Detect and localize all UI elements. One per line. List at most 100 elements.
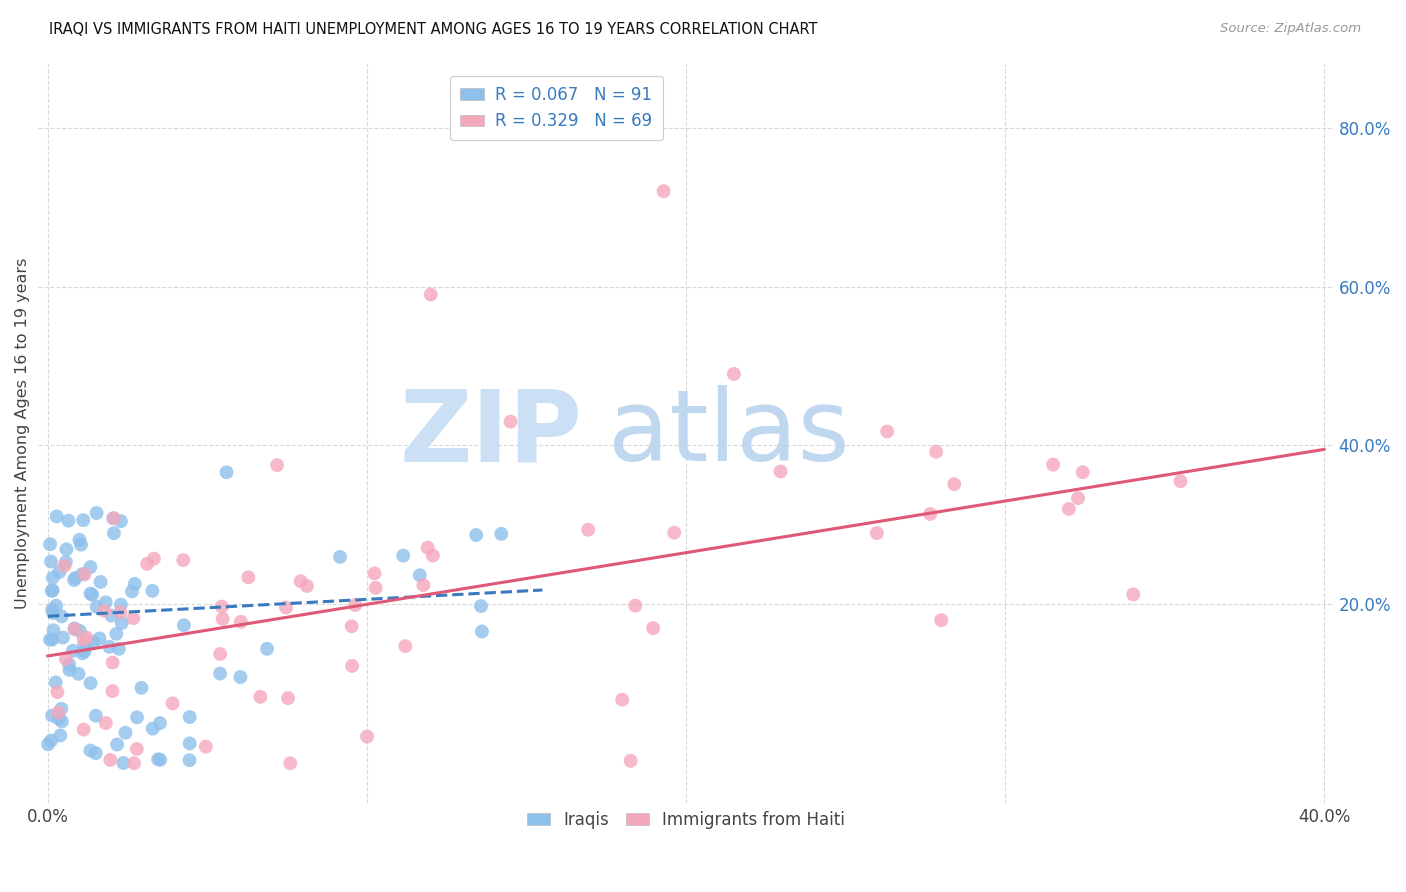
Point [266,458,288,472]
Point [422,549,444,563]
Point [58,514,80,528]
Point [256,641,278,656]
Point [920,507,942,521]
Point [394,639,416,653]
Point [90,574,112,589]
Point [499,415,522,429]
Point [63,622,86,636]
Point [1057,502,1080,516]
Point [122,756,145,771]
Point [94,716,117,731]
Point [93,604,115,618]
Point [470,599,492,613]
Point [58,663,80,677]
Point [84,708,107,723]
Point [329,549,352,564]
Point [652,184,675,198]
Point [72,723,94,737]
Point [65,571,87,585]
Point [356,730,378,744]
Point [103,526,125,541]
Point [723,367,745,381]
Point [41,583,63,598]
Point [172,553,194,567]
Point [48,565,70,579]
Point [111,615,134,630]
Point [229,615,252,629]
Point [238,570,260,584]
Point [344,598,367,612]
Point [73,632,96,647]
Point [179,736,201,750]
Point [82,588,104,602]
Point [249,690,271,704]
Y-axis label: Unemployment Among Ages 16 to 19 years: Unemployment Among Ages 16 to 19 years [15,258,30,609]
Point [215,465,238,479]
Point [105,738,128,752]
Point [110,514,132,528]
Point [925,444,948,458]
Point [55,652,77,666]
Point [45,509,67,524]
Point [37,737,59,751]
Point [94,595,117,609]
Point [173,618,195,632]
Text: atlas: atlas [609,385,849,482]
Point [72,513,94,527]
Point [70,538,93,552]
Point [103,511,125,525]
Legend: Iraqis, Immigrants from Haiti: Iraqis, Immigrants from Haiti [520,804,852,835]
Point [42,606,65,620]
Point [179,753,201,767]
Point [83,635,105,649]
Point [1067,491,1090,505]
Point [416,541,439,555]
Point [179,710,201,724]
Point [53,558,76,573]
Text: IRAQI VS IMMIGRANTS FROM HAITI UNEMPLOYMENT AMONG AGES 16 TO 19 YEARS CORRELATIO: IRAQI VS IMMIGRANTS FROM HAITI UNEMPLOYM… [49,22,818,37]
Point [55,542,77,557]
Point [209,666,232,681]
Point [86,506,108,520]
Point [278,756,301,771]
Point [124,577,146,591]
Point [69,624,91,638]
Point [136,557,159,571]
Point [131,681,153,695]
Point [274,600,297,615]
Point [149,716,172,731]
Point [75,631,97,645]
Point [943,477,966,491]
Point [79,560,101,574]
Point [58,657,80,672]
Point [769,465,792,479]
Point [39,555,62,569]
Point [364,581,387,595]
Point [290,574,312,589]
Point [340,659,363,673]
Point [86,599,108,614]
Point [664,525,686,540]
Point [277,691,299,706]
Point [112,756,135,770]
Point [45,599,67,613]
Point [67,533,90,547]
Point [110,605,132,619]
Point [79,676,101,690]
Point [620,754,643,768]
Point [98,753,121,767]
Point [101,656,124,670]
Point [340,619,363,633]
Point [100,608,122,623]
Point [295,579,318,593]
Point [73,644,96,658]
Point [412,578,434,592]
Point [465,528,488,542]
Point [1170,474,1192,488]
Point [79,586,101,600]
Point [45,675,67,690]
Point [1042,458,1064,472]
Point [121,584,143,599]
Point [110,598,132,612]
Point [125,710,148,724]
